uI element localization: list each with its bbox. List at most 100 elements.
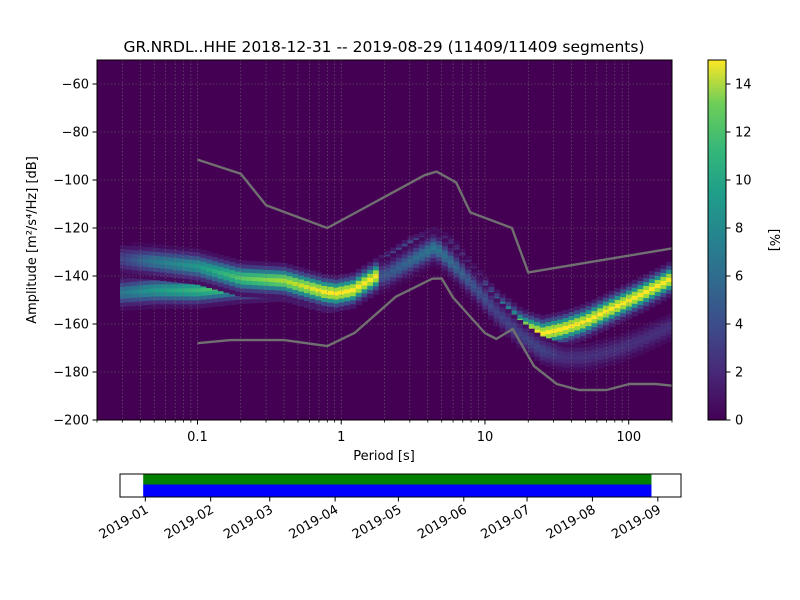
- heatmap-cell: [298, 295, 305, 300]
- heatmap-cell: [654, 267, 662, 273]
- heatmap-cell: [235, 299, 242, 305]
- heatmap-cell: [355, 288, 363, 294]
- heatmap-cell: [390, 257, 397, 262]
- heatmap-cell: [148, 267, 156, 272]
- heatmap-cell: [488, 307, 495, 313]
- heatmap-cell: [160, 296, 167, 301]
- heatmap-cell: [246, 272, 253, 278]
- timeline-tick-label: 2019-03: [221, 502, 276, 542]
- heatmap-cell: [551, 336, 558, 342]
- heatmap-cell: [286, 296, 294, 301]
- heatmap-cell: [401, 278, 409, 283]
- heatmap-cell: [597, 348, 604, 353]
- heatmap-cell: [344, 305, 351, 310]
- heatmap-cell: [597, 360, 604, 365]
- heatmap-cell: [539, 336, 547, 341]
- heatmap-cell: [171, 245, 179, 251]
- heatmap-cell: [281, 294, 288, 300]
- heatmap-cell: [166, 257, 173, 262]
- heatmap-cell: [626, 351, 633, 356]
- heatmap-cell: [298, 267, 305, 272]
- heatmap-cell: [407, 236, 414, 241]
- heatmap-cell: [603, 354, 610, 359]
- x-tick-label: 0.1: [187, 430, 208, 445]
- heatmap-cell: [522, 340, 529, 345]
- heatmap-cell: [430, 258, 437, 263]
- heatmap-cell: [194, 256, 202, 261]
- heatmap-cell: [143, 266, 150, 272]
- timeline-tick-label: 2019-08: [544, 502, 599, 542]
- heatmap-cell: [396, 269, 403, 275]
- heatmap-cell: [447, 251, 455, 257]
- heatmap-cell: [585, 350, 593, 356]
- heatmap-cell: [229, 290, 236, 295]
- heatmap-cell: [332, 299, 340, 305]
- heatmap-cell: [597, 316, 604, 321]
- heatmap-cell: [459, 248, 466, 253]
- heatmap-cell: [384, 284, 391, 289]
- heatmap-cell: [148, 243, 156, 248]
- heatmap-cell: [453, 281, 460, 286]
- heatmap-cell: [534, 340, 541, 346]
- heatmap-cell: [396, 257, 403, 263]
- heatmap-cell: [120, 265, 127, 270]
- heatmap-cell: [189, 296, 196, 301]
- heatmap-cell: [585, 310, 593, 315]
- heatmap-cell: [298, 275, 305, 280]
- heatmap-cell: [309, 286, 317, 292]
- heatmap-cell: [614, 351, 621, 356]
- heatmap-cell: [465, 281, 472, 287]
- heatmap-cell: [321, 301, 328, 307]
- heatmap-cell: [384, 260, 391, 265]
- heatmap-cell: [557, 331, 564, 336]
- heatmap-cell: [436, 228, 443, 234]
- heatmap-cell: [120, 274, 127, 280]
- heatmap-cell: [465, 269, 472, 275]
- heatmap-cell: [292, 293, 299, 299]
- heatmap-cell: [574, 351, 581, 356]
- heatmap-cell: [206, 251, 213, 257]
- x-axis-ticks: 0.1 1 10 100: [96, 420, 673, 445]
- heatmap-cell: [275, 266, 282, 271]
- heatmap-cell: [660, 332, 667, 337]
- heatmap-cell: [246, 276, 253, 282]
- heatmap-cell: [120, 294, 127, 300]
- heatmap-cell: [442, 250, 449, 255]
- heatmap-cell: [361, 265, 368, 270]
- heatmap-cell: [269, 294, 276, 299]
- heatmap-cell: [148, 251, 156, 256]
- heatmap-cell: [603, 305, 610, 310]
- heatmap-cell: [666, 285, 672, 291]
- heatmap-cell: [551, 316, 558, 322]
- heatmap-cell: [528, 311, 535, 317]
- heatmap-cell: [424, 249, 432, 254]
- heatmap-cell: [591, 345, 598, 350]
- heatmap-cell: [378, 262, 386, 267]
- heatmap-cell: [608, 322, 616, 328]
- heatmap-cell: [240, 295, 248, 300]
- heatmap-cell: [350, 280, 357, 285]
- heatmap-cell: [177, 284, 184, 289]
- heatmap-cell: [258, 281, 265, 286]
- heatmap-cell: [304, 273, 311, 278]
- heatmap-cell: [189, 279, 196, 285]
- heatmap-cell: [534, 313, 541, 319]
- heatmap-cell: [137, 242, 144, 247]
- heatmap-cell: [212, 265, 219, 270]
- heatmap-cell: [476, 274, 483, 280]
- heatmap-cell: [309, 298, 317, 304]
- heatmap-cell: [649, 275, 656, 280]
- heatmap-cell: [505, 298, 512, 303]
- heatmap-cell: [539, 315, 547, 320]
- heatmap-cell: [373, 266, 380, 271]
- heatmap-cell: [166, 284, 173, 289]
- heatmap-cell: [649, 287, 656, 292]
- heatmap-cell: [212, 269, 219, 274]
- heatmap-cell: [327, 306, 334, 312]
- heatmap-cell: [574, 359, 581, 364]
- heatmap-cell: [482, 301, 489, 306]
- heatmap-cell: [206, 299, 213, 304]
- heatmap-cell: [493, 293, 501, 298]
- heatmap-cell: [654, 326, 662, 332]
- heatmap-cell: [355, 276, 363, 282]
